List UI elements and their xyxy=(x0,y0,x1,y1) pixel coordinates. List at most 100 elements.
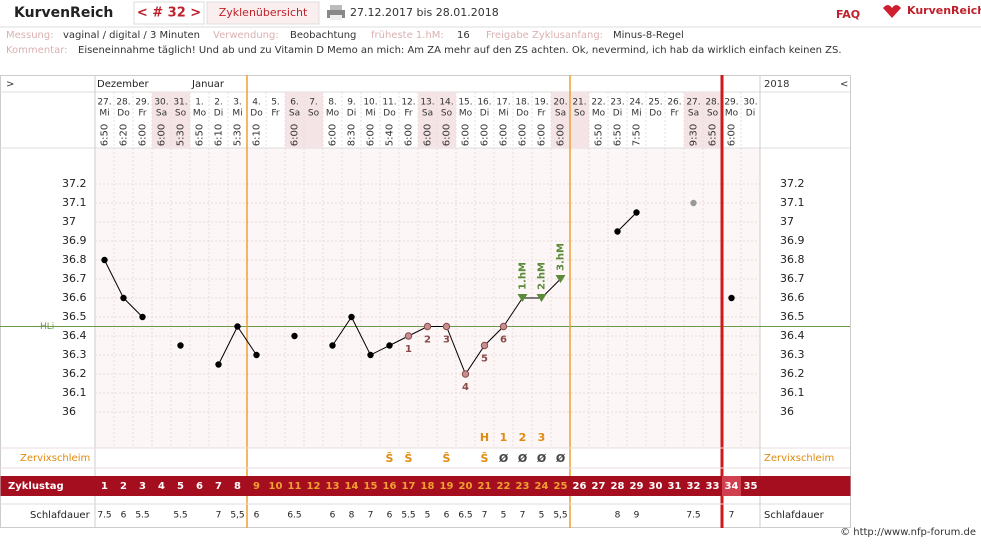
y-tick-label: 36.1 xyxy=(62,386,87,399)
temperature-point xyxy=(177,342,184,349)
time-label: 6:00 xyxy=(499,124,510,146)
cervix-symbol: S̃ xyxy=(443,452,451,465)
day-label: 26. xyxy=(667,98,681,108)
weekend-bg xyxy=(418,92,437,148)
y-tick-label: 36.1 xyxy=(780,386,805,399)
cycle-day: 15 xyxy=(364,481,378,492)
y-tick-label: 36 xyxy=(780,405,794,418)
day-label: 5. xyxy=(271,98,280,108)
cycle-day: 16 xyxy=(383,481,397,492)
cycle-day: 1 xyxy=(101,481,108,492)
temperature-point xyxy=(139,313,146,321)
cycle-day: 9 xyxy=(253,481,260,492)
y-tick-label: 36.9 xyxy=(780,234,805,247)
sleep-value: 6 xyxy=(387,511,393,521)
low-label: 2 xyxy=(424,335,431,346)
temperature-point xyxy=(215,361,222,368)
weekday-label: Fr xyxy=(271,109,280,119)
excluded-point xyxy=(690,199,697,207)
cycle-day: 19 xyxy=(440,481,454,492)
sleep-value: 6.5 xyxy=(287,511,301,521)
overview-link[interactable]: Zyklenübersicht xyxy=(219,6,308,19)
weekday-label: Di xyxy=(613,109,622,119)
weekday-label: Fr xyxy=(138,109,147,119)
weekday-label: Mo xyxy=(459,109,473,119)
cycle-day: 20 xyxy=(459,481,473,492)
temperature-point xyxy=(101,256,108,264)
sleep-value: 9 xyxy=(634,511,640,521)
day-label: 31. xyxy=(173,98,187,108)
temperature-point xyxy=(234,323,241,330)
low-point xyxy=(442,322,451,331)
info-label: früheste 1.hM: xyxy=(371,30,444,41)
cycle-day: 26 xyxy=(573,481,587,492)
day-label: 19. xyxy=(534,98,548,108)
day-label: 27. xyxy=(686,98,700,108)
y-tick-label: 36.7 xyxy=(780,272,805,285)
temperature-point xyxy=(386,342,393,349)
y-tick-label: 36.4 xyxy=(780,329,805,342)
sleep-value: 5 xyxy=(425,511,431,521)
sleep-value: 8 xyxy=(349,511,355,521)
weekday-label: Mo xyxy=(193,109,207,119)
time-label: 6:00 xyxy=(328,124,339,146)
info-value: Beobachtung xyxy=(290,30,356,41)
day-label: 10. xyxy=(363,98,377,108)
time-label: 6:00 xyxy=(366,124,377,146)
weekday-label: Mo xyxy=(592,109,606,119)
weekday-label: Mi xyxy=(232,109,242,119)
low-point xyxy=(499,322,508,331)
temperature-point xyxy=(614,228,621,235)
cycle-day-cell xyxy=(722,476,741,496)
nav-left[interactable]: > xyxy=(6,79,14,90)
weekday-label: So xyxy=(574,109,586,119)
sleep-label: Schlafdauer xyxy=(30,510,91,521)
cervix-symbol: Ø xyxy=(556,452,566,465)
y-tick-label: 36.2 xyxy=(62,367,87,380)
time-label: 6:00 xyxy=(138,124,149,146)
weekend-bg xyxy=(304,92,323,148)
cycle-day: 23 xyxy=(516,481,530,492)
sleep-value: 7 xyxy=(482,511,488,521)
cycle-day: 21 xyxy=(478,481,492,492)
y-tick-label: 37 xyxy=(780,215,794,228)
cycle-day: 35 xyxy=(744,481,758,492)
info-label: Verwendung: xyxy=(213,30,279,41)
time-label: 6:50 xyxy=(594,124,605,146)
y-tick-label: 37.1 xyxy=(780,196,805,209)
time-label: 6:50 xyxy=(708,124,719,146)
y-tick-label: 36.9 xyxy=(62,234,87,247)
time-label: 5:40 xyxy=(385,124,396,146)
sleep-value: 5,5 xyxy=(230,511,244,521)
cervix-label: Zervixschleim xyxy=(764,453,834,464)
cycle-nav[interactable]: < # 32 > xyxy=(137,6,201,21)
weekend-bg xyxy=(152,92,171,148)
y-tick-label: 36.3 xyxy=(62,348,87,361)
info-label: Messung: xyxy=(6,30,54,41)
time-label: 6:00 xyxy=(442,124,453,146)
logo-icon xyxy=(883,5,901,18)
time-label: 6:50 xyxy=(100,124,111,146)
nav-right[interactable]: < xyxy=(840,79,848,90)
y-tick-label: 36.2 xyxy=(780,367,805,380)
faq-link[interactable]: FAQ xyxy=(836,8,860,21)
weekday-label: Mo xyxy=(326,109,340,119)
sleep-value: 6.5 xyxy=(458,511,472,521)
info-value: vaginal / digital / 3 Minuten xyxy=(63,30,200,41)
day-label: 25. xyxy=(648,98,662,108)
low-label: 4 xyxy=(462,382,469,393)
weekday-label: Mo xyxy=(725,109,739,119)
time-label: 6:10 xyxy=(252,124,263,146)
printer-icon[interactable] xyxy=(327,5,345,20)
time-label: 6:00 xyxy=(727,124,738,146)
day-label: 12. xyxy=(401,98,415,108)
date-range: 27.12.2017 bis 28.01.2018 xyxy=(350,6,499,19)
weekday-label: Sa xyxy=(289,109,300,119)
weekend-bg xyxy=(171,92,190,148)
weekday-label: Mi xyxy=(365,109,375,119)
day-label: 14. xyxy=(439,98,453,108)
weekday-label: Do xyxy=(516,109,529,119)
day-label: 28. xyxy=(116,98,130,108)
cervix-symbol: 1 xyxy=(500,431,508,444)
